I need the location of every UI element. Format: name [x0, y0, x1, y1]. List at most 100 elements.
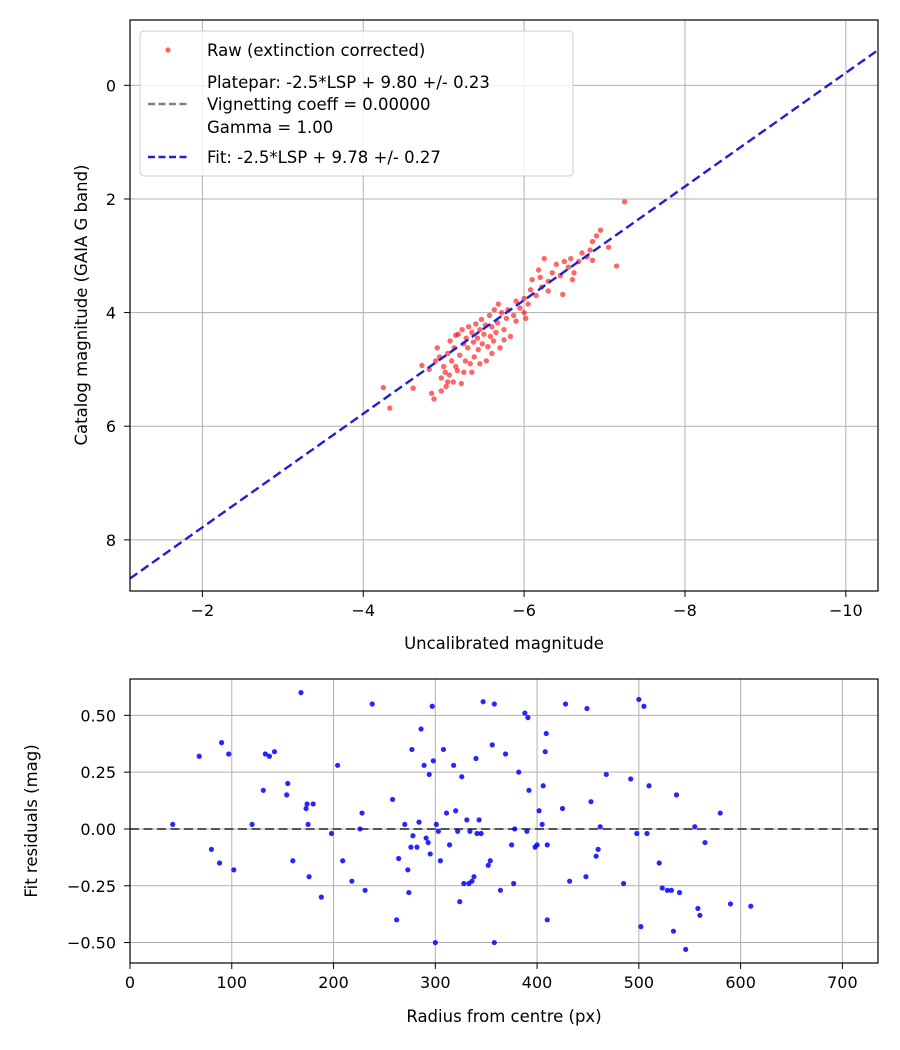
- raw-data-point: [513, 318, 519, 324]
- residual-point: [469, 878, 475, 884]
- residual-point: [362, 887, 368, 893]
- raw-data-point: [450, 379, 457, 385]
- top-x-tick-label: −8: [673, 601, 697, 620]
- residual-point: [474, 830, 480, 837]
- residual-point: [406, 889, 412, 896]
- residual-point: [489, 742, 495, 748]
- legend-entry-gamma: Gamma = 1.00: [207, 118, 333, 137]
- residual-point: [298, 690, 304, 696]
- residual-point: [595, 846, 601, 853]
- raw-data-point: [527, 287, 534, 293]
- residual-point: [539, 821, 545, 828]
- raw-data-point: [481, 331, 487, 337]
- residual-point: [536, 808, 542, 814]
- top-y-ticks: 0 2 4 6 8: [106, 76, 130, 550]
- residual-point: [303, 805, 309, 812]
- residual-point: [480, 699, 486, 705]
- raw-data-point: [568, 255, 574, 262]
- raw-data-point: [498, 309, 505, 316]
- top-x-ticks: −2 −4 −6 −8 −10: [191, 591, 863, 620]
- residual-point: [410, 833, 416, 839]
- bottom-y-axis-label: Fit residuals (mag): [22, 744, 41, 897]
- residual-point: [318, 894, 324, 900]
- raw-data-point: [549, 270, 555, 276]
- raw-data-point: [517, 305, 523, 311]
- residual-point: [542, 749, 548, 755]
- bottom-y-tick-label: 0.25: [80, 763, 116, 782]
- raw-data-point: [493, 329, 499, 336]
- raw-data-point: [447, 338, 453, 344]
- residual-point: [644, 830, 650, 837]
- raw-data-point: [589, 238, 596, 245]
- residual-point: [522, 710, 528, 716]
- raw-scatter-points: [380, 199, 628, 411]
- residual-point: [305, 821, 311, 828]
- raw-data-point: [560, 291, 566, 298]
- residual-point: [534, 842, 540, 848]
- residual-point: [226, 751, 232, 757]
- residual-point: [421, 762, 427, 768]
- residual-point: [597, 824, 603, 830]
- top-y-axis-label: Catalog magnitude (GAIA G band): [72, 165, 91, 446]
- bottom-x-tick-label: 300: [420, 973, 451, 992]
- residual-point: [473, 755, 479, 762]
- raw-data-point: [428, 390, 435, 396]
- top-y-tick-label: 6: [106, 417, 116, 436]
- residual-point: [695, 905, 701, 912]
- raw-data-point: [471, 354, 477, 360]
- raw-data-point: [458, 380, 465, 387]
- residual-point: [285, 780, 291, 787]
- residual-point: [509, 842, 515, 848]
- residual-point: [443, 810, 450, 816]
- residual-point: [461, 880, 467, 887]
- residual-point: [414, 844, 420, 850]
- bottom-x-tick-label: 400: [522, 973, 553, 992]
- bottom-y-tick-label: 0.50: [80, 706, 116, 725]
- top-x-tick-label: −2: [191, 601, 215, 620]
- raw-data-point: [380, 384, 387, 391]
- residual-point: [641, 703, 647, 709]
- raw-data-point: [479, 341, 485, 347]
- bottom-x-tick-label: 100: [216, 973, 247, 992]
- raw-data-point: [469, 369, 475, 375]
- top-y-tick-label: 4: [106, 304, 116, 323]
- residual-point: [588, 799, 594, 805]
- residual-point: [423, 835, 429, 841]
- bottom-y-tick-label: −0.25: [67, 877, 116, 896]
- raw-data-point: [489, 350, 495, 357]
- residual-point: [290, 858, 296, 864]
- raw-data-point: [485, 343, 491, 350]
- raw-data-point: [621, 199, 628, 205]
- residual-point: [418, 726, 424, 732]
- residual-point: [170, 821, 176, 828]
- raw-data-point: [569, 276, 576, 283]
- raw-data-point: [461, 369, 467, 375]
- residual-point: [304, 801, 310, 807]
- residual-point: [216, 860, 223, 866]
- raw-data-point: [597, 227, 604, 233]
- raw-data-point: [387, 405, 393, 411]
- raw-data-point: [431, 396, 437, 402]
- residual-point: [433, 821, 439, 828]
- top-y-tick-label: 2: [106, 190, 116, 209]
- residual-point: [544, 917, 550, 923]
- residual-point: [727, 901, 734, 907]
- bottom-gridlines: [129, 679, 878, 963]
- raw-data-point: [410, 385, 416, 391]
- raw-data-point: [478, 316, 485, 323]
- residual-point: [471, 874, 477, 880]
- residual-point: [402, 821, 408, 828]
- residual-point: [340, 858, 346, 864]
- residual-point: [451, 762, 457, 768]
- top-y-tick-label: 0: [106, 76, 116, 95]
- legend-box: [139, 30, 574, 177]
- residual-point: [511, 880, 517, 887]
- residual-point: [416, 819, 422, 825]
- bottom-x-ticks: 0 100 200 300 400 500 600 700: [125, 963, 858, 992]
- residual-point: [593, 853, 599, 859]
- residual-point: [357, 826, 363, 832]
- raw-data-point: [465, 345, 471, 351]
- residuals-scatter-plot: 0 100 200 300 400 500 600 700 0.50 0.25 0.00 −0.25…: [22, 678, 879, 1026]
- residual-point: [544, 842, 550, 848]
- raw-data-point: [537, 274, 543, 281]
